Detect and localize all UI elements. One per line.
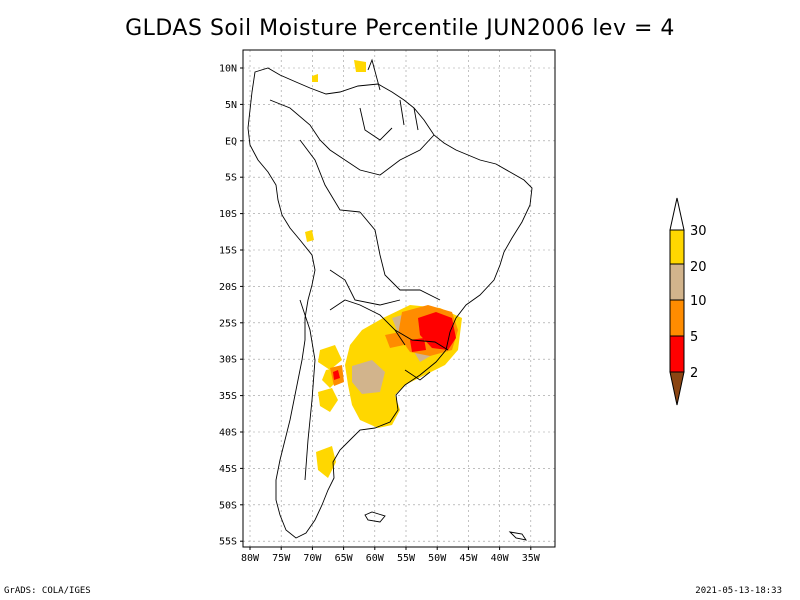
lat-tick-label: 20S [219,282,237,293]
colorbar-label-30: 30 [690,224,707,239]
lat-tick-label: 35S [219,391,237,402]
colorbar-label-10: 10 [690,294,707,309]
colorbar-above-30 [669,197,685,231]
latitude-labels: 10N 5N EQ 5S 10S 15S 20S 25S 30S 35S 40S 45S 50S 55S [219,64,243,548]
page-title: GLDAS Soil Moisture Percentile JUN2006 l… [125,16,675,41]
lon-tick-label: 40W [491,553,510,564]
footer-timestamp: 2021-05-13-18:33 [695,586,782,596]
lon-tick-label: 60W [366,553,385,564]
lat-tick-label: 30S [219,355,237,366]
lat-tick-label: 15S [219,246,237,257]
map-frame [242,49,556,548]
lon-tick-label: 80W [241,553,260,564]
lon-tick-label: 35W [522,553,541,564]
graticule [243,50,555,547]
lon-tick-label: 45W [459,553,478,564]
colorbar-20-30 [669,229,685,265]
lat-tick-label: 5S [225,173,237,184]
lat-tick-label: 10S [219,209,237,220]
lat-tick-label: EQ [225,136,237,147]
colorbar: 30 20 10 5 2 [669,197,707,406]
lat-tick-label: 40S [219,428,237,439]
colorbar-label-2: 2 [690,366,698,381]
lat-tick-label: 55S [219,537,237,548]
colorbar-10-20 [669,263,685,301]
lon-tick-label: 55W [397,553,416,564]
shade-2-5 [333,312,456,380]
coastline [247,58,533,541]
lat-tick-label: 25S [219,318,237,329]
colorbar-label-5: 5 [690,330,698,345]
longitude-labels: 80W 75W 70W 65W 60W 55W 50W 45W 40W 35W [241,547,541,564]
colorbar-5-10 [669,299,685,337]
lat-tick-label: 5N [225,100,237,111]
lon-tick-label: 50W [428,553,447,564]
lat-tick-label: 10N [219,64,237,75]
lon-tick-label: 70W [303,553,322,564]
footer-credit: GrADS: COLA/IGES [4,586,91,596]
colorbar-2-5 [669,335,685,373]
lon-tick-label: 65W [335,553,354,564]
lat-tick-label: 45S [219,464,237,475]
lat-tick-label: 50S [219,500,237,511]
colorbar-label-20: 20 [690,260,707,275]
colorbar-below-2 [669,371,685,406]
lon-tick-label: 75W [272,553,291,564]
